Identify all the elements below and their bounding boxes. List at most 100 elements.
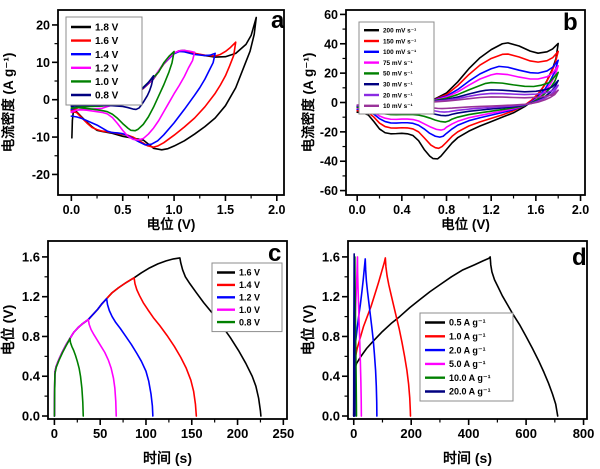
x-tick-label: 1.0 [165,203,182,217]
panel-d: 0 200 400 600 800 0.0 0.4 0.8 1.2 1.6 时间 (s) 电位 (V)… [300,235,600,469]
legend-box [65,16,143,106]
y-tick-label: -20 [32,168,50,182]
y-tick-label: 0.8 [322,329,340,344]
x-axis-title: 电位 (V) [147,216,196,232]
x-tick-label: 400 [458,426,480,441]
panel-letter-c: c [268,240,281,267]
series-line-1.4-V [53,276,198,417]
y-tick-label: 1.2 [322,289,340,304]
legend-label: 0.5 A g⁻¹ [449,318,486,328]
legend-label: 150 mV s⁻¹ [383,38,416,45]
x-tick-label: 0.0 [348,203,365,217]
x-tick-label: 0.8 [438,203,455,217]
y-tick-label: 0.0 [22,409,40,424]
legend-label: 1.8 V [95,23,119,34]
legend-label: 75 mV s⁻¹ [383,60,413,67]
chart-b: 0.0 0.4 0.8 1.2 1.6 2.0 -60 -40 -20 0 20 40 60 电位 (V)… [300,8,589,232]
y-tick-label: 0.0 [322,409,340,424]
y-axis-title: 电位 (V) [0,305,16,356]
legend-label: 0.8 V [239,317,260,327]
legend-box [358,21,435,115]
x-tick-label: 200 [227,426,249,441]
x-tick-label: 50 [93,426,107,441]
legend-label: 200 mV s⁻¹ [383,28,416,35]
legend-label: 1.2 V [95,63,119,74]
x-tick-label: 0 [350,426,357,441]
y-tick-label: 10 [36,56,50,70]
y-tick-label: 1.6 [22,249,40,264]
y-tick-label: 60 [324,8,338,22]
x-tick-label: 0.4 [393,203,410,217]
legend-label: 1.4 V [239,280,260,290]
y-tick-label: 40 [324,37,338,51]
x-axis-title: 时间 (s) [443,450,492,466]
legend-label: 2.0 A g⁻¹ [449,345,486,355]
plot-frame [57,9,285,196]
chart-c: 0 50 100 150 200 250 0.0 0.4 0.8 1.2 1.6 时间 (s) 电位 (… [0,240,294,466]
series-line-1.0-A-g⁻¹ [352,257,412,417]
series-line-1.0-V [53,318,118,417]
series-line-2.0-A-g⁻¹ [352,258,378,417]
legend-label: 1.2 V [239,293,260,303]
legend-b: 200 mV s⁻¹ 150 mV s⁻¹ 100 mV s⁻¹ 75 mV s⁻¹ 5… [358,21,435,115]
legend-label: 1.6 V [95,36,119,47]
legend-label: 100 mV s⁻¹ [383,49,416,56]
legend-label: 5.0 A g⁻¹ [449,359,486,369]
x-tick-label: 0 [51,426,58,441]
panel-b: 0.0 0.4 0.8 1.2 1.6 2.0 -60 -40 -20 0 20 40 60 电位 (V)… [300,0,600,235]
x-tick-label: 0.0 [63,203,80,217]
x-tick-label: 1.6 [527,203,544,217]
y-tick-label: 0.4 [22,369,41,384]
x-tick-label: 250 [272,426,294,441]
legend-c: 1.6 V 1.4 V 1.2 V 1.0 V 0.8 V [211,262,283,333]
series-line-20.0-A-g⁻¹ [352,253,356,417]
plot-frame [47,240,288,420]
x-tick-label: 2.0 [268,203,285,217]
y-tick-label: 20 [324,67,338,81]
x-tick-label: 100 [135,426,157,441]
y-tick-label: -40 [320,155,338,169]
panel-letter-d: d [572,244,587,271]
x-tick-label: 1.2 [482,203,499,217]
plot-frame [347,240,588,420]
y-tick-label: 1.6 [322,249,340,264]
chart-a: 0.0 0.5 1.0 1.5 2.0 -20 -10 0 10 20 电位 (V) 电流密度 (A … [0,7,286,232]
y-tick-label: -20 [320,125,338,139]
y-tick-label: 20 [36,18,50,32]
panel-letter-a: a [271,7,285,34]
y-axis-title: 电流密度 (A g⁻¹) [300,53,316,153]
y-tick-label: 0.4 [322,369,341,384]
panel-letter-b: b [563,9,578,36]
legend-label: 30 mV s⁻¹ [383,82,413,89]
y-tick-label: 1.2 [22,289,40,304]
x-tick-label: 0.5 [114,203,131,217]
legend-d: 0.5 A g⁻¹ 1.0 A g⁻¹ 2.0 A g⁻¹ 5.0 A g⁻¹ 10.0… [419,312,514,402]
legend-label: 20 mV s⁻¹ [383,92,413,99]
legend-label: 1.0 A g⁻¹ [449,332,486,342]
x-axis-title: 时间 (s) [143,450,192,466]
legend-label: 0.8 V [95,91,119,102]
legend-label: 10 mV s⁻¹ [383,103,413,110]
x-tick-label: 200 [400,426,422,441]
y-tick-label: -10 [32,131,50,145]
x-tick-label: 800 [573,426,595,441]
panel-a: 0.0 0.5 1.0 1.5 2.0 -20 -10 0 10 20 电位 (V) 电流密度 (A … [0,0,300,235]
legend-label: 1.0 V [95,77,119,88]
x-tick-label: 2.0 [572,203,589,217]
x-tick-label: 150 [181,426,203,441]
y-axis-title: 电流密度 (A g⁻¹) [0,53,16,153]
x-tick-label: 1.5 [217,203,234,217]
y-tick-label: 0 [43,93,50,107]
panel-c: 0 50 100 150 200 250 0.0 0.4 0.8 1.2 1.6 时间 (s) 电位 (… [0,235,300,469]
series-line-0.5-A-g⁻¹ [352,256,559,417]
y-axis-title: 电位 (V) [300,305,316,356]
legend-label: 10.0 A g⁻¹ [449,373,491,383]
legend-a: 1.8 V 1.6 V 1.4 V 1.2 V 1.0 V 0.8 V [65,16,143,106]
y-tick-label: -60 [320,184,338,198]
y-tick-label: 0 [331,96,338,110]
series-line-0.8-V [53,337,85,417]
legend-label: 1.0 V [239,305,260,315]
x-tick-label: 600 [515,426,537,441]
legend-label: 1.4 V [95,50,119,61]
